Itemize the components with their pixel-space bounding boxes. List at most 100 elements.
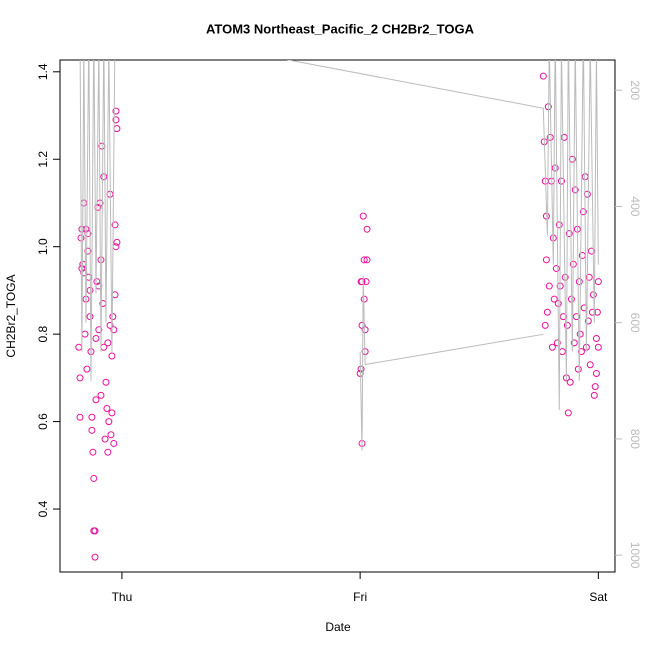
data-point — [571, 186, 579, 194]
y2-tick-label: 600 — [628, 313, 642, 333]
data-point — [585, 273, 593, 281]
data-point — [565, 230, 573, 238]
y2-tick-label: 400 — [628, 196, 642, 216]
data-point — [104, 339, 112, 347]
data-point — [108, 352, 116, 360]
y-tick-label: 0.4 — [36, 500, 50, 517]
data-point — [583, 190, 591, 198]
data-point — [113, 125, 121, 133]
data-point — [92, 335, 100, 343]
data-point — [112, 243, 120, 251]
data-point — [558, 348, 566, 356]
data-point — [108, 409, 116, 417]
data-point — [91, 553, 99, 561]
data-point — [541, 321, 549, 329]
data-point — [93, 278, 101, 286]
data-point — [360, 256, 368, 264]
data-point — [106, 321, 114, 329]
data-point — [80, 199, 88, 207]
data-point — [101, 435, 109, 443]
data-point — [594, 278, 602, 286]
data-point — [76, 374, 84, 382]
data-point — [553, 339, 561, 347]
data-point — [548, 343, 556, 351]
data-point — [110, 439, 118, 447]
pressure-line — [79, 60, 599, 451]
data-point — [363, 256, 371, 264]
chart-title: ATOM3 Northeast_Pacific_2 CH2Br2_TOGA — [206, 21, 475, 36]
plot-box — [59, 59, 616, 573]
data-point — [560, 133, 568, 141]
y-tick-label: 1.2 — [36, 151, 50, 168]
data-point — [557, 177, 565, 185]
data-point — [575, 278, 583, 286]
data-point — [91, 527, 99, 535]
x-axis-label: Date — [325, 620, 351, 634]
data-point — [97, 256, 105, 264]
data-point — [107, 431, 115, 439]
data-point — [543, 308, 551, 316]
data-point — [584, 317, 592, 325]
data-point — [363, 225, 371, 233]
y-tick-label: 1.0 — [36, 238, 50, 255]
data-point — [86, 313, 94, 321]
data-point — [563, 321, 571, 329]
data-point — [104, 448, 112, 456]
data-point — [546, 133, 554, 141]
data-point — [103, 404, 111, 412]
data-point — [591, 383, 599, 391]
data-point — [361, 326, 369, 334]
data-point — [110, 326, 118, 334]
data-point — [357, 365, 365, 373]
data-point — [113, 238, 121, 246]
data-point — [589, 291, 597, 299]
data-point — [555, 221, 563, 229]
x-tick-label: Thu — [112, 590, 133, 604]
data-point — [358, 278, 366, 286]
data-point — [102, 378, 110, 386]
data-point — [75, 343, 83, 351]
y2-tick-label: 200 — [628, 80, 642, 100]
data-point — [539, 72, 547, 80]
data-point — [590, 391, 598, 399]
data-point — [97, 391, 105, 399]
y-tick-label: 0.8 — [36, 325, 50, 342]
data-point — [111, 221, 119, 229]
data-point — [592, 335, 600, 343]
data-point — [105, 418, 113, 426]
data-point — [92, 396, 100, 404]
y-axis-label: CH2Br2_TOGA — [4, 274, 18, 357]
data-point — [586, 361, 594, 369]
data-point — [588, 308, 596, 316]
data-point — [551, 164, 559, 172]
y2-tick-label: 1000 — [628, 542, 642, 569]
data-point — [95, 326, 103, 334]
data-point — [579, 208, 587, 216]
data-point — [574, 365, 582, 373]
y2-tick-label: 800 — [628, 429, 642, 449]
data-point — [83, 365, 91, 373]
data-point — [81, 330, 89, 338]
data-point — [109, 313, 117, 321]
data-point — [570, 339, 578, 347]
data-point — [594, 343, 602, 351]
data-point — [592, 369, 600, 377]
data-point — [566, 378, 574, 386]
data-point — [112, 107, 120, 115]
data-point — [76, 413, 84, 421]
data-point — [88, 413, 96, 421]
data-point — [550, 295, 558, 303]
x-tick-label: Fri — [353, 590, 367, 604]
data-point — [84, 247, 92, 255]
data-point — [90, 474, 98, 482]
data-point — [552, 265, 560, 273]
y-tick-label: 0.6 — [36, 413, 50, 430]
data-point — [542, 256, 550, 264]
data-point — [89, 448, 97, 456]
data-point — [545, 282, 553, 290]
data-point — [112, 116, 120, 124]
data-point — [577, 348, 585, 356]
data-point — [359, 212, 367, 220]
data-point — [100, 173, 108, 181]
